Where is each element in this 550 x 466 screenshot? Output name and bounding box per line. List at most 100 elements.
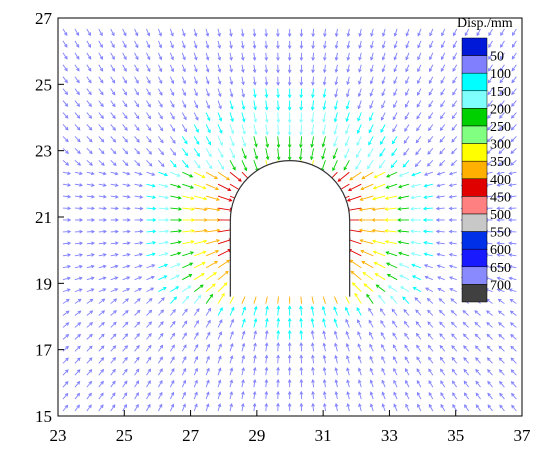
vector-arrowhead — [124, 150, 129, 155]
displacement-vector — [487, 369, 493, 376]
vector-arrowhead — [369, 403, 374, 408]
displacement-vector — [265, 28, 267, 37]
displacement-vector — [134, 183, 143, 187]
displacement-vector — [122, 52, 127, 60]
displacement-vector — [62, 159, 69, 166]
displacement-vector — [497, 183, 505, 186]
displacement-vector — [403, 159, 410, 168]
vector-arrowhead — [102, 288, 107, 292]
vector-arrowhead — [206, 367, 210, 372]
displacement-vector — [265, 124, 268, 135]
vector-arrowhead — [136, 333, 140, 337]
vector-arrowhead — [405, 391, 409, 396]
displacement-vector — [356, 307, 362, 316]
displacement-vector — [449, 230, 457, 233]
displacement-vector — [476, 404, 481, 412]
vector-arrowhead — [372, 185, 377, 190]
vector-arrowhead — [475, 404, 480, 409]
vector-arrowhead — [173, 163, 177, 168]
displacement-vector — [497, 254, 505, 257]
vector-arrowhead — [229, 93, 234, 98]
vector-arrowhead — [511, 392, 515, 397]
vector-arrowhead — [497, 310, 502, 314]
vector-arrowhead — [241, 93, 246, 98]
displacement-vector — [241, 28, 244, 37]
vector-arrowhead — [135, 115, 140, 120]
displacement-vector — [265, 76, 268, 85]
vector-arrowhead — [414, 297, 419, 301]
displacement-vector — [181, 392, 186, 400]
displacement-vector — [347, 28, 350, 37]
displacement-vector — [405, 100, 410, 108]
displacement-vector — [451, 124, 458, 131]
displacement-vector — [134, 242, 143, 245]
displacement-vector — [359, 28, 362, 37]
displacement-vector — [392, 332, 398, 340]
vector-arrowhead — [135, 380, 140, 385]
vector-arrowhead — [464, 404, 468, 408]
vector-arrowhead — [452, 404, 456, 408]
vector-arrowhead — [441, 32, 445, 37]
vector-arrowhead — [217, 391, 222, 396]
displacement-vector — [474, 310, 481, 316]
vector-arrowhead — [322, 318, 326, 322]
displacement-vector — [335, 52, 338, 61]
vector-arrowhead — [79, 218, 84, 222]
vector-arrowhead — [381, 80, 386, 85]
vector-arrowhead — [77, 345, 81, 350]
vector-arrowhead — [498, 150, 503, 155]
vector-arrowhead — [500, 32, 504, 37]
vector-arrowhead — [378, 164, 383, 169]
displacement-vector — [122, 369, 128, 376]
displacement-vector — [110, 100, 116, 107]
legend-level-label: 100 — [490, 67, 511, 82]
vector-arrowhead — [368, 129, 372, 134]
displacement-vector — [415, 159, 422, 167]
vector-arrowhead — [371, 218, 376, 222]
displacement-vector — [86, 76, 92, 83]
displacement-vector — [62, 64, 68, 71]
vector-arrowhead — [217, 367, 222, 372]
vector-arrowhead — [91, 241, 96, 246]
displacement-vector — [122, 148, 128, 155]
vector-arrowhead — [311, 402, 315, 407]
vector-arrowhead — [200, 273, 205, 277]
displacement-vector — [358, 403, 362, 412]
displacement-vector — [110, 357, 116, 364]
displacement-vector — [158, 252, 168, 257]
vector-arrowhead — [405, 104, 409, 108]
displacement-vector — [205, 332, 211, 340]
displacement-vector — [322, 318, 326, 328]
vector-arrowhead — [123, 68, 127, 72]
vector-arrowhead — [487, 126, 491, 131]
displacement-vector — [110, 171, 118, 175]
vector-arrowhead — [310, 119, 315, 124]
vector-arrowhead — [178, 218, 183, 222]
displacement-vector — [511, 369, 517, 376]
displacement-vector — [452, 380, 458, 388]
displacement-vector — [373, 183, 386, 189]
displacement-vector — [229, 343, 234, 352]
vector-arrowhead — [475, 368, 479, 373]
vector-arrowhead — [202, 250, 207, 255]
displacement-vector — [311, 124, 314, 135]
displacement-vector — [497, 265, 505, 269]
displacement-vector — [182, 240, 194, 245]
displacement-vector — [241, 307, 246, 316]
displacement-vector — [277, 148, 280, 160]
vector-arrowhead — [448, 241, 453, 245]
vector-arrowhead — [221, 292, 225, 297]
vector-arrowhead — [76, 380, 81, 385]
vector-arrowhead — [111, 68, 115, 72]
displacement-vector — [440, 404, 446, 412]
vector-arrowhead — [265, 143, 270, 148]
vector-arrowhead — [101, 298, 106, 303]
vector-arrowhead — [287, 305, 292, 310]
displacement-vector — [62, 40, 68, 48]
displacement-vector — [335, 28, 338, 37]
displacement-vector — [451, 345, 458, 352]
vector-arrowhead — [242, 306, 246, 311]
vector-arrowhead — [76, 67, 80, 72]
displacement-vector — [411, 183, 422, 188]
displacement-vector — [300, 112, 303, 123]
